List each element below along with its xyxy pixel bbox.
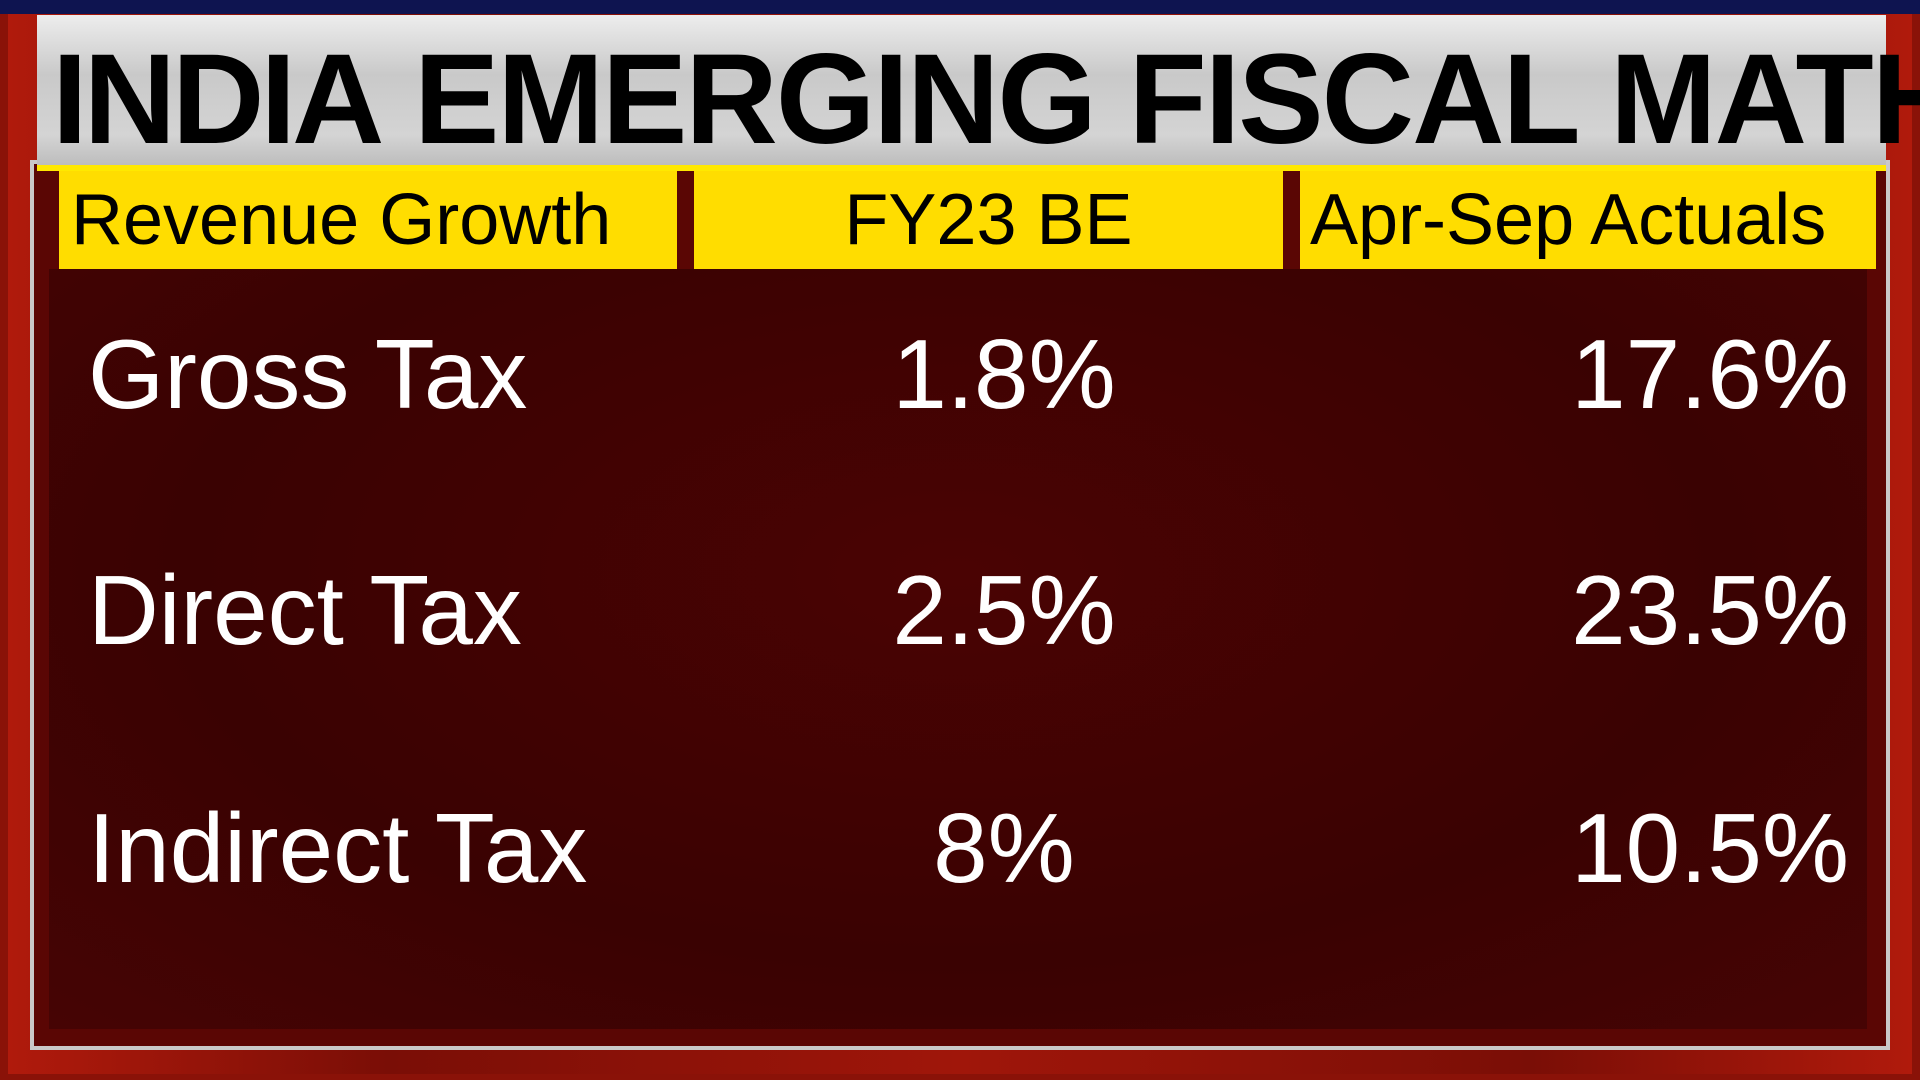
row-actuals: 10.5% [1571,793,1849,903]
title-bar [37,15,1886,165]
header-apr-sep-actuals: Apr-Sep Actuals [1300,171,1876,269]
page-title: INDIA EMERGING FISCAL MATH [52,26,1920,173]
row-fy23-be: 1.8% [892,319,1116,429]
yellow-divider [37,165,1886,171]
header-fy23-be: FY23 BE [694,171,1283,269]
row-actuals: 23.5% [1571,555,1849,665]
row-label: Gross Tax [88,319,528,429]
top-strip [0,0,1920,14]
row-fy23-be: 8% [933,793,1075,903]
title-rest: EMERGING FISCAL MATH [414,28,1920,171]
header-revenue-growth: Revenue Growth [59,171,677,269]
row-fy23-be: 2.5% [892,555,1116,665]
row-label: Direct Tax [88,555,522,665]
row-label: Indirect Tax [88,793,588,903]
table-panel [49,269,1867,1029]
row-actuals: 17.6% [1571,319,1849,429]
title-bold: INDIA [52,28,384,171]
